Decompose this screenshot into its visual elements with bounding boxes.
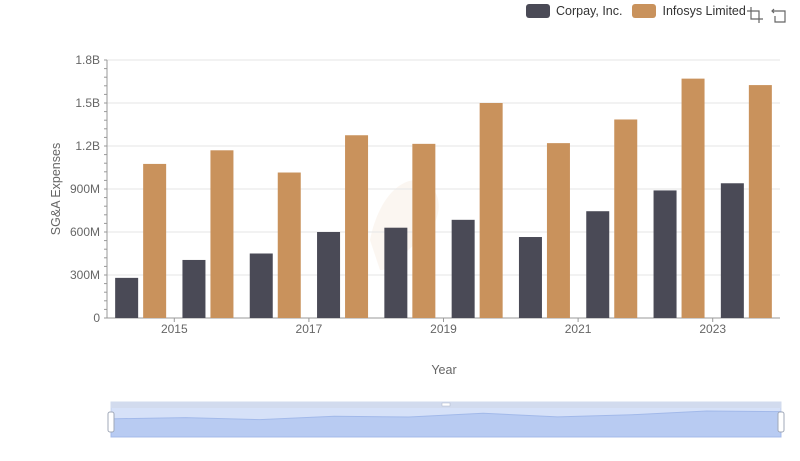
- data-zoom-slider[interactable]: [107, 401, 785, 438]
- legend: Corpay, Inc. Infosys Limited: [526, 4, 756, 18]
- zoom-drag-grip[interactable]: [441, 402, 451, 407]
- legend-label-infosys: Infosys Limited: [662, 4, 746, 18]
- legend-label-corpay: Corpay, Inc.: [556, 4, 623, 18]
- y-tick-label: 900M: [70, 182, 100, 196]
- y-axis-title: SG&A Expenses: [49, 143, 63, 235]
- zoom-handle-right[interactable]: [777, 411, 785, 433]
- y-tick-label: 300M: [70, 268, 100, 282]
- chart-toolbar: [746, 6, 794, 24]
- bar-corpay-2017[interactable]: [317, 232, 341, 318]
- bar-corpay-2014[interactable]: [115, 277, 139, 318]
- x-axis-title: Year: [431, 363, 456, 377]
- x-tick-label: 2019: [430, 322, 457, 336]
- bar-infosys-2022[interactable]: [681, 78, 705, 318]
- x-tick-label: 2017: [296, 322, 323, 336]
- zoom-selection[interactable]: [111, 408, 781, 437]
- bar-infosys-2018[interactable]: [412, 143, 436, 318]
- legend-swatch-infosys: [632, 4, 657, 18]
- bar-infosys-2023[interactable]: [748, 85, 772, 318]
- bar-infosys-2019[interactable]: [479, 103, 503, 318]
- y-tick-label: 600M: [70, 225, 100, 239]
- bar-corpay-2023[interactable]: [720, 183, 744, 318]
- grid-lines: [107, 59, 780, 319]
- bar-infosys-2017[interactable]: [345, 135, 369, 318]
- y-axis: 0 300M 600M 900M 1.2B 1.5B 1.8B: [70, 53, 108, 325]
- legend-swatch-corpay: [526, 4, 550, 18]
- bar-corpay-2015[interactable]: [182, 259, 206, 318]
- y-tick-label: 1.2B: [75, 139, 100, 153]
- bar-corpay-2019[interactable]: [451, 219, 475, 318]
- bar-corpay-2021[interactable]: [586, 211, 610, 318]
- x-tick-label: 2021: [565, 322, 592, 336]
- legend-item-infosys[interactable]: Infosys Limited: [632, 4, 746, 18]
- y-tick-label: 1.5B: [75, 96, 100, 110]
- zoom-reset-icon[interactable]: [770, 6, 788, 24]
- zoom-select-icon[interactable]: [746, 6, 764, 24]
- y-tick-label: 1.8B: [75, 53, 100, 67]
- bar-corpay-2020[interactable]: [518, 237, 542, 318]
- x-tick-label: 2015: [161, 322, 188, 336]
- bars: [115, 78, 772, 319]
- bar-corpay-2016[interactable]: [249, 253, 273, 319]
- legend-item-corpay[interactable]: Corpay, Inc.: [526, 4, 622, 18]
- bar-corpay-2022[interactable]: [653, 190, 677, 318]
- bar-infosys-2021[interactable]: [614, 119, 638, 318]
- zoom-handle-left[interactable]: [107, 411, 115, 433]
- bar-corpay-2018[interactable]: [384, 227, 408, 318]
- bar-infosys-2016[interactable]: [277, 172, 301, 318]
- bar-infosys-2015[interactable]: [210, 150, 234, 318]
- x-axis: 2015 2017 2019 2021 2023: [107, 317, 780, 336]
- bar-infosys-2014[interactable]: [143, 163, 167, 318]
- y-tick-label: 0: [93, 311, 100, 325]
- x-tick-label: 2023: [699, 322, 726, 336]
- bar-infosys-2020[interactable]: [546, 143, 570, 318]
